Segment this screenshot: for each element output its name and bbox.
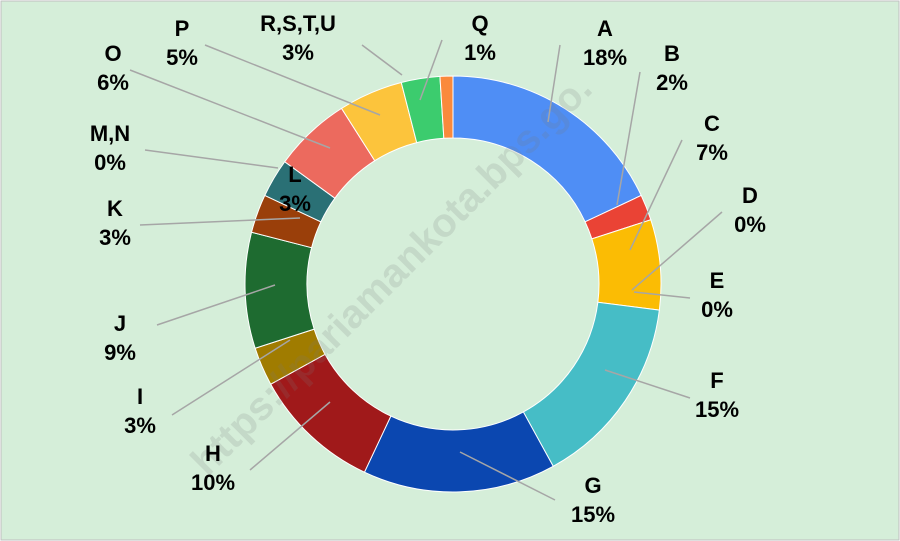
leader-line xyxy=(361,44,403,76)
donut-slice xyxy=(439,75,454,139)
leader-line xyxy=(139,217,301,226)
leader-line xyxy=(629,139,683,251)
value-label: 7% xyxy=(696,140,728,165)
leader-line xyxy=(547,44,561,123)
value-label: 15% xyxy=(695,397,739,422)
category-label: E xyxy=(710,268,725,293)
value-label: 0% xyxy=(734,212,766,237)
leader-line xyxy=(633,291,691,299)
value-label: 3% xyxy=(279,191,311,216)
value-label: 10% xyxy=(191,470,235,495)
category-label: P xyxy=(175,16,190,41)
category-label: Q xyxy=(471,11,488,36)
value-label: 18% xyxy=(583,45,627,70)
category-label: D xyxy=(742,183,758,208)
leader-line xyxy=(249,401,331,471)
category-label: A xyxy=(597,16,613,41)
category-label: M,N xyxy=(90,121,130,146)
value-label: 0% xyxy=(94,150,126,175)
leader-line xyxy=(171,339,291,416)
leader-line xyxy=(204,44,381,116)
category-label: I xyxy=(137,384,143,409)
leader-line xyxy=(129,69,331,149)
leader-line xyxy=(459,451,556,501)
value-label: 15% xyxy=(571,502,615,527)
category-label: J xyxy=(114,311,126,336)
value-label: 5% xyxy=(166,45,198,70)
category-label: R,S,T,U xyxy=(260,11,336,36)
category-label: O xyxy=(104,41,121,66)
leader-line xyxy=(144,149,279,169)
leader-line xyxy=(419,39,443,101)
category-label: K xyxy=(107,196,123,221)
leader-line xyxy=(156,284,276,326)
category-label: G xyxy=(584,473,601,498)
category-label: F xyxy=(710,368,723,393)
value-label: 0% xyxy=(701,297,733,322)
category-label: H xyxy=(205,441,221,466)
leader-line xyxy=(604,369,691,399)
category-label: C xyxy=(704,111,720,136)
value-label: 3% xyxy=(124,413,156,438)
leader-line xyxy=(616,71,641,206)
value-label: 6% xyxy=(97,70,129,95)
category-label: B xyxy=(664,41,680,66)
value-label: 3% xyxy=(282,40,314,65)
value-label: 9% xyxy=(104,340,136,365)
leader-line xyxy=(631,211,723,291)
category-label: L xyxy=(288,162,301,187)
value-label: 1% xyxy=(464,40,496,65)
value-label: 3% xyxy=(99,225,131,250)
value-label: 2% xyxy=(656,70,688,95)
